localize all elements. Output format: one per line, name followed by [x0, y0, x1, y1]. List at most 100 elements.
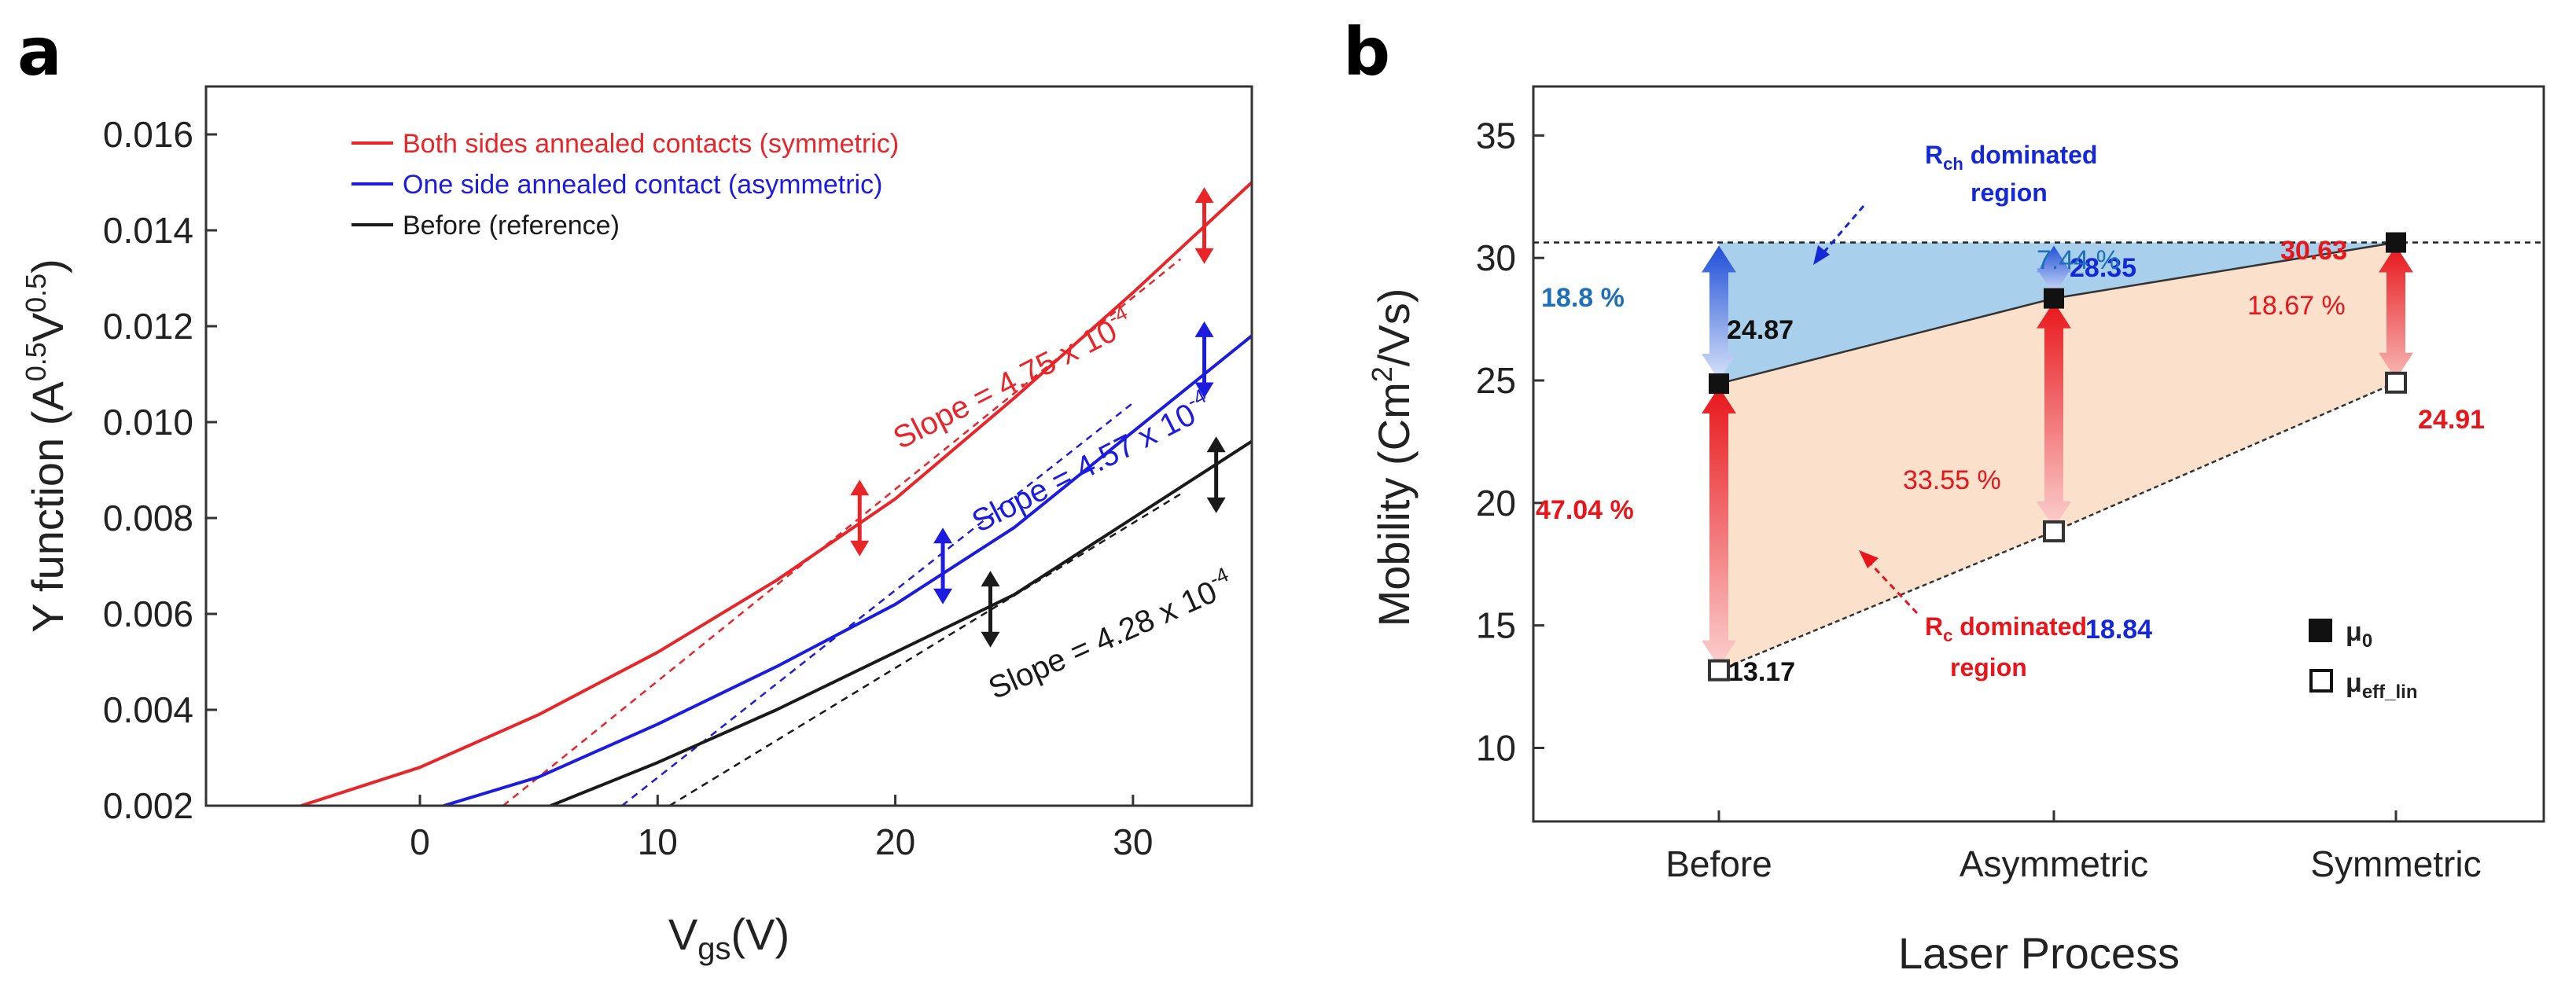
- chart-b-ytick-label: 35: [1476, 115, 1516, 156]
- chart-a-xtick-label: 30: [1113, 821, 1153, 862]
- chart-b-ytick-label: 10: [1476, 728, 1516, 769]
- double-arrow-head-down: [933, 588, 953, 604]
- chart-a-ticks: [206, 133, 1135, 807]
- chart-b-y-tick-labels: 10 15 20 25 30 35: [1476, 115, 1544, 769]
- marker-mu0: [2044, 288, 2064, 309]
- panel-label-a: a: [17, 13, 62, 90]
- arrow-asym-red: [2037, 301, 2071, 528]
- value-label-mu0: 28.35: [2070, 253, 2136, 283]
- value-label-mueff: 13.17: [1728, 657, 1795, 687]
- legend-label-symmetric: Both sides annealed contacts (symmetric): [403, 129, 899, 159]
- pct-label-asym-red: 33.55 %: [1903, 465, 2001, 495]
- legend-label-before: Before (reference): [403, 211, 620, 241]
- chart-a-ytick-label: 0.008: [103, 498, 193, 538]
- marker-mueff: [2043, 520, 2065, 542]
- chart-b-xtick-label: Symmetric: [2310, 843, 2481, 884]
- value-label-mueff: 18.84: [2085, 615, 2152, 645]
- arrow-asym-blue: [2037, 245, 2071, 296]
- chart-a-ytick-label: 0.016: [103, 114, 193, 155]
- chart-b-ytick-label: 15: [1476, 605, 1516, 646]
- rc-pointer-head: [1859, 550, 1879, 568]
- marker-mueff: [1708, 659, 1730, 682]
- chart-b-value-labels: 24.87 28.35 30.63 13.17 18.84 24.91: [1727, 236, 2485, 687]
- legend-label-mueff: μeff_lin: [2346, 668, 2418, 703]
- rc-region-label-line2: region: [1950, 653, 2027, 682]
- rch-pointer-head: [1813, 245, 1830, 265]
- arrow-sym-red: [2379, 245, 2413, 380]
- double-arrow-head-up: [1194, 187, 1214, 204]
- chart-a-ytick-label: 0.004: [103, 689, 193, 730]
- series-line-1: [443, 334, 1252, 806]
- legend-label-mu0: μ0: [2346, 617, 2372, 652]
- chart-b: 10 15 20 25 30 35 Before Asymmetric Symmetric 2…: [1366, 85, 2545, 978]
- marker-mueff: [2385, 371, 2407, 394]
- chart-b-arrows: [1702, 245, 2413, 667]
- double-arrow-head-down: [1194, 248, 1214, 264]
- marker-mu0: [1709, 373, 1729, 395]
- pct-label-asym-blue: 7.44 %: [2037, 245, 2120, 275]
- chart-a-arrows: [850, 187, 1226, 648]
- rch-region-label: Rch dominated: [1925, 141, 2097, 174]
- chart-b-ytick-label: 20: [1476, 483, 1516, 524]
- arrow-before-red: [1702, 387, 1736, 667]
- chart-a-xtick-label: 10: [638, 821, 678, 862]
- chart-b-xtick-label: Asymmetric: [1960, 843, 2148, 884]
- fit-line-1: [621, 402, 1134, 806]
- chart-b-xtick-label: Before: [1665, 843, 1772, 884]
- double-arrow-head-up: [1206, 436, 1226, 453]
- arrow-before-blue: [1702, 245, 1736, 381]
- double-arrow-head-down: [850, 540, 870, 557]
- legend-label-asymmetric: One side annealed contact (asymmetric): [403, 170, 882, 200]
- legend-marker-mu0: [2309, 619, 2332, 642]
- chart-b-ytick-label: 30: [1476, 237, 1516, 278]
- chart-a-ytick-label: 0.006: [103, 593, 193, 634]
- marker-mu0: [2386, 232, 2406, 253]
- chart-a-x-tick-labels: 0 10 20 30: [410, 821, 1153, 862]
- double-arrow-head-down: [1206, 497, 1226, 513]
- legend-marker-mueff: [2309, 669, 2333, 693]
- value-label-mu0: 24.87: [1727, 315, 1794, 345]
- double-arrow-head-down: [981, 631, 1000, 648]
- chart-b-markers: [1708, 232, 2407, 682]
- chart-b-frame: [1532, 85, 2545, 823]
- series-line-0: [300, 181, 1252, 806]
- rch-region-label-line2: region: [1971, 178, 2048, 207]
- chart-a-ytick-label: 0.002: [103, 785, 193, 826]
- pct-label-before-red: 47.04 %: [1536, 495, 1634, 525]
- panel-label-b: b: [1343, 13, 1390, 90]
- chart-a-ytick-label: 0.014: [103, 210, 193, 251]
- pct-label-before-blue: 18.8 %: [1541, 283, 1625, 313]
- chart-a-legend: Both sides annealed contacts (symmetric)…: [351, 129, 899, 241]
- chart-a-ytick-label: 0.010: [103, 402, 193, 443]
- rch-region-fill: [1719, 242, 2396, 384]
- rc-region-label: Rc dominated: [1925, 612, 2087, 645]
- series-line-2: [550, 439, 1252, 806]
- value-label-mu0: 30.63: [2280, 236, 2347, 266]
- chart-a-fit-lines: [502, 258, 1182, 806]
- pct-label-sym-red: 18.67 %: [2247, 291, 2346, 321]
- slope-label-symmetric: Slope = 4.75 x 10-4: [885, 300, 1139, 456]
- slope-label-before: Slope = 4.28 x 10-4: [981, 562, 1238, 706]
- chart-a-ylabel: Y function (A0.5V0.5): [20, 259, 72, 633]
- rch-region-note: Rch dominated region: [1813, 141, 2097, 265]
- double-arrow-head-up: [850, 479, 870, 496]
- double-arrow-head-up: [1194, 321, 1214, 337]
- chart-b-ytick-label: 25: [1476, 360, 1516, 401]
- double-arrow-head-up: [981, 571, 1000, 587]
- value-label-mueff: 24.91: [2418, 405, 2485, 435]
- double-arrow-head-up: [933, 527, 953, 544]
- double-arrow-head-down: [1194, 382, 1214, 399]
- chart-a-frame: [204, 85, 1253, 807]
- chart-b-x-tick-labels: Before Asymmetric Symmetric: [1665, 810, 2482, 884]
- chart-b-xlabel: Laser Process: [1898, 928, 2180, 978]
- chart-b-ylabel: Mobility (Cm2/Vs): [1366, 288, 1419, 627]
- chart-b-legend: μ0 μeff_lin: [2309, 617, 2418, 703]
- chart-a-ytick-label: 0.012: [103, 306, 193, 347]
- rc-pointer-line: [1865, 558, 1919, 615]
- chart-a: 0 10 20 30 0.0020.0040.0060.0080.0100.0120.…: [20, 85, 1253, 966]
- chart-a-xlabel: Vgs(V): [668, 909, 789, 966]
- chart-a-y-tick-labels: 0.002 0.004 0.006 0.008 0.010 0.012 0.014 0.016: [103, 114, 193, 826]
- chart-a-series-lines: [300, 181, 1252, 806]
- rc-region-note: Rc dominated region: [1859, 550, 2087, 682]
